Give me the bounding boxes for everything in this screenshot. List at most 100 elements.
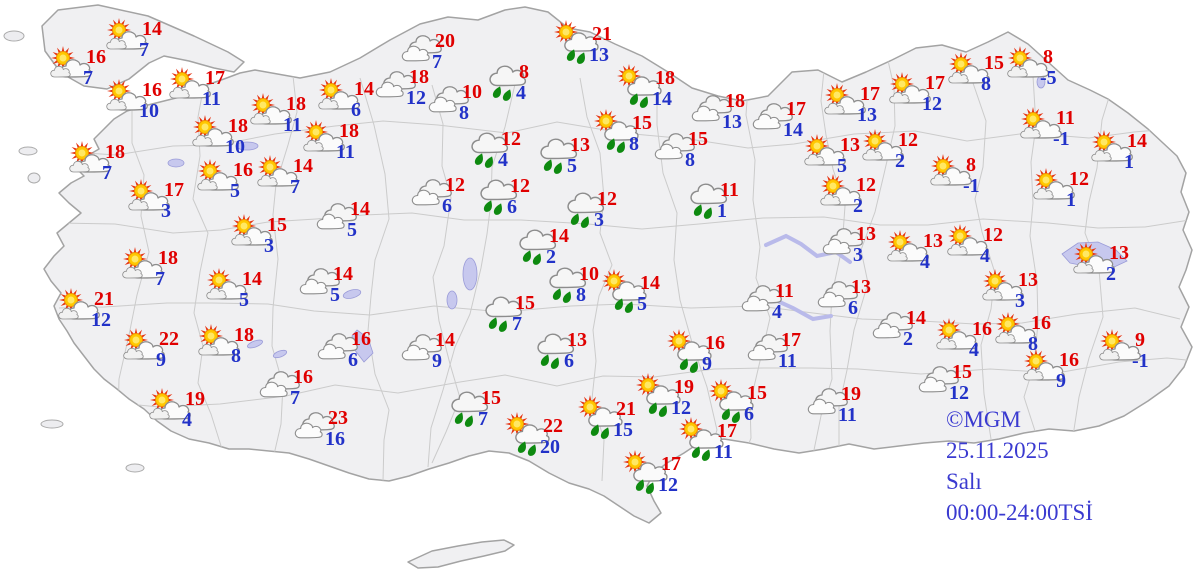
low-temp: 7 [155, 268, 165, 290]
low-temp: 16 [325, 428, 345, 450]
high-temp: 16 [233, 159, 253, 181]
sun-cloud-icon [105, 79, 151, 120]
sun-cloud-icon [121, 247, 167, 288]
sun-rain-icon [636, 373, 683, 417]
low-temp: 10 [225, 136, 245, 158]
cloud-icon [749, 99, 795, 139]
high-temp: 12 [501, 128, 521, 150]
low-temp: 13 [722, 111, 742, 133]
sun-rain-icon [709, 379, 756, 423]
rain-icon [683, 180, 729, 220]
high-temp: 11 [720, 179, 739, 201]
cloud-icon [738, 281, 784, 321]
low-temp: 5 [567, 155, 577, 177]
sun-cloud-icon [1098, 329, 1144, 370]
low-temp: 11 [202, 88, 221, 110]
sun-cloud-icon [196, 159, 242, 200]
high-temp: 14 [549, 225, 569, 247]
high-temp: 18 [105, 141, 125, 163]
high-temp: 13 [1018, 269, 1038, 291]
low-temp: 7 [290, 176, 300, 198]
cloud-icon [398, 330, 444, 370]
high-temp: 16 [86, 46, 106, 68]
high-temp: 10 [462, 81, 482, 103]
high-temp: 12 [510, 175, 530, 197]
high-temp: 18 [339, 120, 359, 142]
sun-cloud-icon [57, 288, 103, 329]
high-temp: 15 [267, 214, 287, 236]
high-temp: 23 [328, 407, 348, 429]
low-temp: 8 [231, 345, 241, 367]
low-temp: 6 [442, 195, 452, 217]
low-temp: -1 [1132, 350, 1149, 372]
sun-cloud-icon [947, 52, 993, 93]
low-temp: 9 [1056, 370, 1066, 392]
low-temp: 12 [671, 397, 691, 419]
sun-rain-icon [623, 450, 670, 494]
low-temp: 11 [838, 404, 857, 426]
high-temp: 14 [142, 18, 162, 40]
low-temp: 7 [512, 313, 522, 335]
low-temp: 3 [161, 200, 171, 222]
high-temp: 8 [519, 61, 529, 83]
low-temp: 12 [658, 474, 678, 496]
low-temp: 11 [778, 350, 797, 372]
high-temp: 14 [354, 78, 374, 100]
high-temp: 14 [350, 198, 370, 220]
sun-cloud-icon [981, 269, 1027, 310]
sun-cloud-icon [168, 67, 214, 108]
low-temp: 7 [102, 162, 112, 184]
high-temp: 17 [786, 98, 806, 120]
high-temp: 17 [164, 179, 184, 201]
low-temp: 12 [922, 93, 942, 115]
high-temp: 15 [515, 292, 535, 314]
low-temp: 2 [1106, 263, 1116, 285]
low-temp: 2 [546, 246, 556, 268]
low-temp: 2 [895, 150, 905, 172]
high-temp: 15 [688, 128, 708, 150]
hours-text: 00:00-24:00TSİ [946, 500, 1093, 525]
low-temp: -5 [1040, 67, 1057, 89]
high-temp: 9 [1135, 329, 1145, 351]
high-temp: 18 [228, 115, 248, 137]
low-temp: 13 [589, 44, 609, 66]
sun-cloud-icon [249, 93, 295, 134]
cloud-icon [291, 408, 337, 448]
low-temp: 6 [564, 350, 574, 372]
low-temp: 1 [1066, 189, 1076, 211]
low-temp: 2 [903, 328, 913, 350]
rain-icon [530, 330, 576, 370]
high-temp: 14 [333, 263, 353, 285]
cloud-icon [313, 199, 359, 239]
sun-cloud-icon [935, 318, 981, 359]
high-temp: 13 [570, 134, 590, 156]
high-temp: 13 [851, 276, 871, 298]
cloud-icon [651, 129, 697, 169]
high-temp: 18 [409, 66, 429, 88]
high-temp: 12 [597, 188, 617, 210]
high-temp: 12 [1069, 168, 1089, 190]
sun-cloud-icon [105, 18, 151, 59]
low-temp: 8 [629, 133, 639, 155]
day-text: Salı [946, 469, 982, 494]
sun-rain-icon [594, 109, 641, 153]
high-temp: 17 [717, 420, 737, 442]
high-temp: 11 [1056, 107, 1075, 129]
sun-cloud-icon [205, 268, 251, 309]
low-temp: 1 [717, 200, 727, 222]
high-temp: 16 [972, 318, 992, 340]
low-temp: 13 [857, 104, 877, 126]
low-temp: 4 [498, 149, 508, 171]
low-temp: 8 [1028, 333, 1038, 355]
rain-icon [560, 189, 606, 229]
high-temp: 17 [205, 67, 225, 89]
low-temp: 6 [507, 196, 517, 218]
cloud-icon [425, 82, 471, 122]
high-temp: 13 [567, 329, 587, 351]
cloud-icon [296, 264, 342, 304]
high-temp: 15 [747, 382, 767, 404]
high-temp: 18 [158, 247, 178, 269]
sun-cloud-icon [197, 324, 243, 365]
sun-rain-icon [679, 417, 726, 461]
